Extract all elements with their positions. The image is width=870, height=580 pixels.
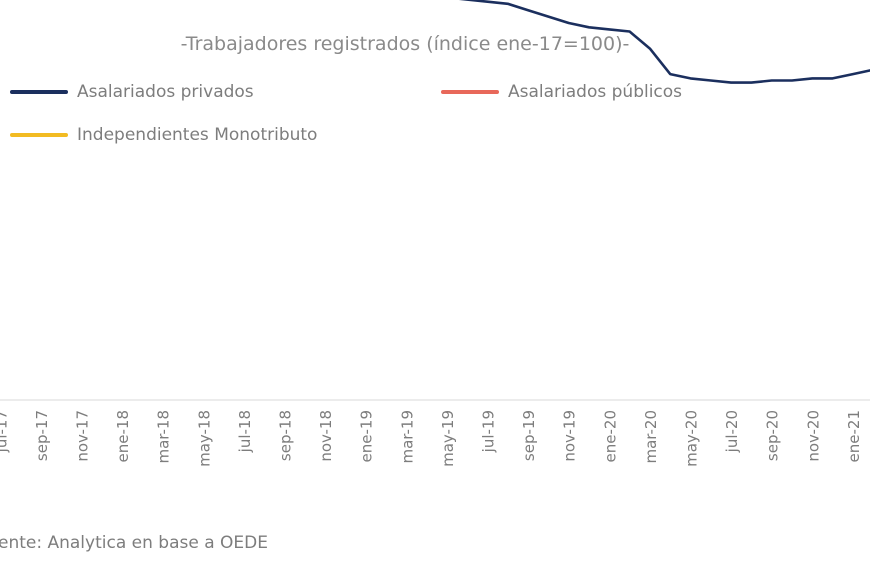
legend-item-monotributo: Independientes Monotributo (10, 125, 317, 145)
legend-label-monotributo: Independientes Monotributo (77, 125, 318, 145)
series-line-privados (458, 0, 870, 84)
source-note: ente: Analytica en base a OEDE (0, 533, 268, 553)
x-tick-label: may-18 (195, 410, 213, 467)
legend-label-privados: Asalariados privados (77, 82, 254, 102)
chart-title: -Trabajadores registrados (índice ene-17… (180, 33, 630, 55)
x-tick-label: ene-20 (601, 410, 619, 462)
x-tick-label: ene-18 (114, 410, 132, 462)
x-tick-label: may-19 (439, 410, 457, 467)
x-tick-labels: jul-17 sep-17 nov-17 ene-18 mar-18 may-18 jul-… (0, 410, 863, 467)
legend-swatch-monotributo (10, 133, 68, 137)
x-tick-label: nov-19 (561, 410, 579, 462)
x-tick-label: mar-18 (155, 410, 173, 464)
series-layer (458, 0, 870, 84)
legend-swatch-privados (10, 90, 68, 94)
legend-label-publicos: Asalariados públicos (508, 82, 683, 102)
x-tick-label: mar-20 (642, 410, 660, 464)
x-tick-label: jul-18 (236, 410, 254, 453)
x-tick-label: sep-18 (277, 410, 295, 461)
legend-item-privados: Asalariados privados (10, 82, 254, 102)
x-tick-label: nov-20 (804, 410, 822, 462)
legend-item-publicos: Asalariados públicos (441, 82, 682, 102)
x-tick-label: jul-17 (0, 410, 10, 453)
x-tick-label: ene-21 (845, 410, 863, 462)
x-tick-label: may-20 (683, 410, 701, 467)
x-tick-label: jul-19 (480, 410, 498, 453)
x-tick-label: sep-19 (520, 410, 538, 461)
x-tick-label: nov-17 (74, 410, 92, 462)
x-tick-label: mar-19 (398, 410, 416, 464)
x-tick-label: jul-20 (723, 410, 741, 453)
x-tick-label: nov-18 (317, 410, 335, 462)
legend-swatch-publicos (441, 90, 499, 94)
x-tick-label: sep-17 (33, 410, 51, 461)
x-tick-label: sep-20 (764, 410, 782, 461)
x-tick-label: ene-19 (358, 410, 376, 462)
